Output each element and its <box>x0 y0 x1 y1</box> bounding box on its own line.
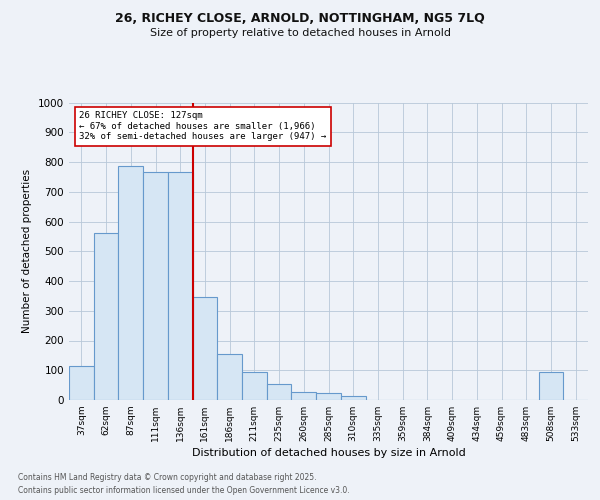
Text: Contains HM Land Registry data © Crown copyright and database right 2025.: Contains HM Land Registry data © Crown c… <box>18 472 317 482</box>
Text: Size of property relative to detached houses in Arnold: Size of property relative to detached ho… <box>149 28 451 38</box>
Bar <box>267 384 292 400</box>
Bar <box>94 234 118 400</box>
Text: 26 RICHEY CLOSE: 127sqm
← 67% of detached houses are smaller (1,966)
32% of semi: 26 RICHEY CLOSE: 127sqm ← 67% of detache… <box>79 112 326 141</box>
Text: Contains public sector information licensed under the Open Government Licence v3: Contains public sector information licen… <box>18 486 350 495</box>
Y-axis label: Number of detached properties: Number of detached properties <box>22 169 32 334</box>
Bar <box>292 392 316 400</box>
Bar <box>168 172 193 400</box>
Bar <box>193 298 217 400</box>
X-axis label: Distribution of detached houses by size in Arnold: Distribution of detached houses by size … <box>191 448 466 458</box>
Text: 26, RICHEY CLOSE, ARNOLD, NOTTINGHAM, NG5 7LQ: 26, RICHEY CLOSE, ARNOLD, NOTTINGHAM, NG… <box>115 12 485 26</box>
Bar <box>143 172 168 400</box>
Bar <box>242 372 267 400</box>
Bar <box>316 394 341 400</box>
Bar <box>341 396 365 400</box>
Bar <box>539 372 563 400</box>
Bar <box>217 354 242 400</box>
Bar <box>118 166 143 400</box>
Bar <box>69 366 94 400</box>
